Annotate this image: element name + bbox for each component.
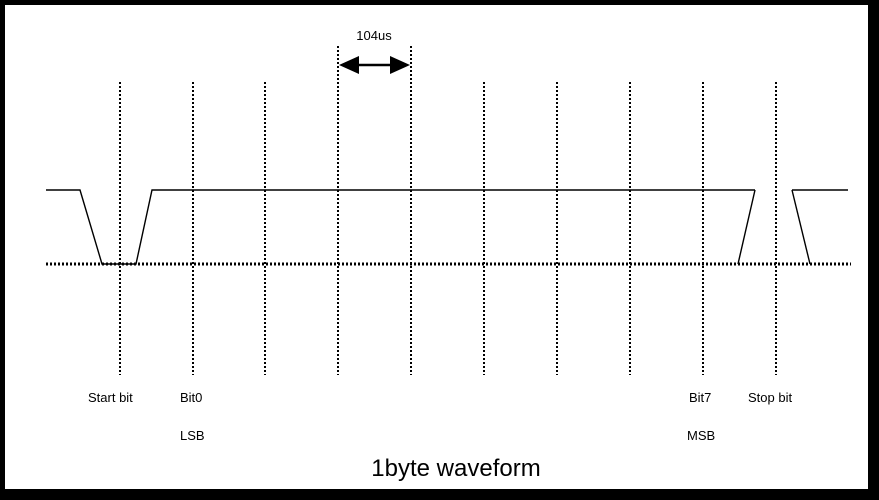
bit-period-arrow: [339, 56, 410, 74]
bit7-label: Bit7: [689, 390, 711, 405]
arrow-head-right: [390, 56, 410, 74]
falling-edge-after-stop: [791, 189, 811, 265]
bit0-label: Bit0: [180, 390, 202, 405]
signal-trace: [46, 189, 848, 265]
diagram-title: 1byte waveform: [371, 455, 540, 482]
bit-boundary-lines: [119, 46, 777, 375]
arrow-head-left: [339, 56, 359, 74]
bit-period-label: 104us: [356, 28, 392, 43]
start-bit-label: Start bit: [88, 390, 133, 405]
data-bits-trace: [46, 189, 755, 265]
stop-bit-label: Stop bit: [748, 390, 792, 405]
msb-label: MSB: [687, 428, 715, 443]
rising-edge-to-stop: [737, 189, 756, 265]
lsb-label: LSB: [180, 428, 205, 443]
